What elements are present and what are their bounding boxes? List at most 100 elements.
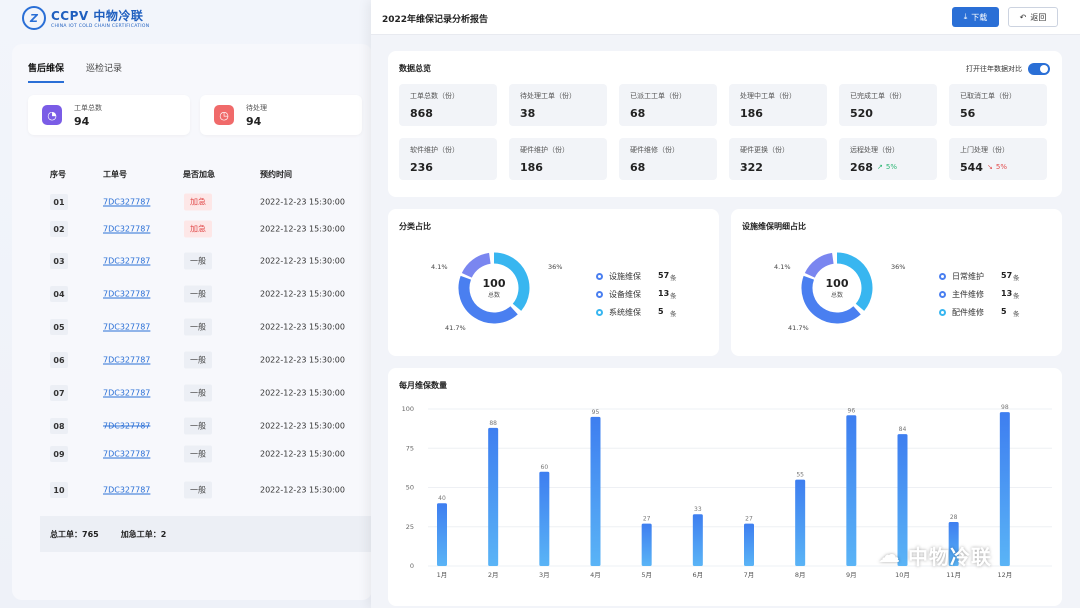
metric-label: 工单总数（份） [410, 92, 459, 100]
tab-after-sales[interactable]: 售后维保 [28, 61, 65, 83]
legend-item: 设施维保 57 条 [596, 271, 696, 283]
bar[interactable] [744, 523, 754, 566]
order-id-link[interactable]: 7DC327787 [103, 355, 151, 365]
tab-bar: 售后维保 巡检记录 [28, 61, 122, 83]
bar[interactable] [948, 522, 959, 566]
legend-unit: 条 [670, 292, 677, 300]
urgency-tag: 一般 [184, 481, 212, 499]
metric-tile: 软件维护（份） 236 [399, 138, 497, 180]
x-tick-label: 5月 [641, 571, 652, 579]
legend-name: 设施维保 [609, 272, 641, 281]
y-tick-label: 25 [406, 523, 414, 531]
legend-item: 系统维保 5 条 [596, 307, 696, 319]
col-urgent: 是否加急 [183, 170, 215, 179]
donut-segment [801, 275, 861, 324]
legend-value: 13 [1001, 289, 1013, 298]
donut-percent-label: 41.7% [445, 324, 466, 332]
card-title: 分类占比 [399, 222, 431, 231]
logo-mark-icon: Z [22, 6, 46, 30]
order-id-link[interactable]: 7DC327787 [103, 224, 151, 234]
bar[interactable] [488, 427, 499, 566]
metric-label: 远程处理（份） [850, 146, 899, 154]
metric-label: 已完成工单（份） [850, 92, 906, 100]
compare-toggle[interactable] [1028, 63, 1050, 75]
y-tick-label: 75 [406, 444, 414, 452]
metric-tile: 处理中工单（份） 186 [729, 84, 827, 126]
metric-value: 322 [740, 161, 763, 174]
urgent-orders-text: 加急工单：2 [120, 529, 167, 539]
legend-item: 日常维护 57 条 [939, 271, 1039, 283]
back-button[interactable]: ↶ 返回 [1008, 7, 1058, 27]
appointment-time: 2022-12-23 15:30:00 [260, 322, 345, 332]
bar-value-label: 40 [438, 495, 446, 502]
urgency-tag: 加急 [184, 220, 212, 238]
donut-percent-label: 4.1% [431, 263, 448, 271]
order-id-link[interactable]: 7DC327787 [103, 256, 151, 266]
x-tick-label: 3月 [539, 571, 550, 579]
bar[interactable] [846, 415, 857, 566]
compare-label: 打开往年数据对比 [966, 65, 1022, 73]
donut-percent-label: 4.1% [774, 263, 791, 271]
x-tick-label: 8月 [795, 571, 806, 579]
tab-inspection[interactable]: 巡检记录 [86, 64, 123, 74]
metric-tile: 远程处理（份） 268 ↗ 5% [839, 138, 937, 180]
bar-value-label: 27 [643, 516, 651, 523]
urgency-tag: 一般 [184, 351, 212, 369]
legend-value: 5 [658, 307, 664, 316]
clock-icon: ◷ [214, 105, 234, 125]
donut-total: 100 [482, 277, 506, 290]
chart-title: 每月维保数量 [399, 381, 447, 390]
order-id-link[interactable]: 7DC327787 [103, 197, 151, 207]
metric-tile: 已取消工单（份） 56 [949, 84, 1047, 126]
order-id-link[interactable]: 7DC327787 [103, 322, 151, 332]
bar[interactable] [590, 416, 601, 566]
bar[interactable] [539, 471, 550, 566]
bar[interactable] [897, 434, 908, 566]
table-row: 03 7DC327787 一般 2022-12-23 15:30:00 [40, 246, 372, 276]
legend-value: 5 [1001, 307, 1007, 316]
metric-label: 已取消工单（份） [960, 92, 1016, 100]
row-index: 03 [50, 253, 68, 269]
urgency-tag: 一般 [184, 285, 212, 303]
order-id-link[interactable]: 7DC327787 [103, 421, 151, 431]
metric-value: 68 [630, 161, 646, 174]
bar[interactable] [641, 523, 652, 566]
donut-total-label: 总数 [487, 292, 500, 299]
appointment-time: 2022-12-23 15:30:00 [260, 355, 345, 365]
download-button[interactable]: ⤓ 下载 [952, 7, 999, 27]
legend-dot-icon [596, 291, 603, 298]
panel-header: 2022年维保记录分析报告 ⤓ 下载 ↶ 返回 [371, 0, 1080, 35]
order-id-link[interactable]: 7DC327787 [103, 289, 151, 299]
table-row: 05 7DC327787 一般 2022-12-23 15:30:00 [40, 312, 372, 342]
trend-value: 5% [995, 163, 1007, 171]
bar[interactable] [692, 514, 703, 566]
bar-value-label: 28 [950, 514, 958, 521]
row-index: 02 [50, 221, 68, 237]
order-id-link[interactable]: 7DC327787 [103, 388, 151, 398]
stat-label: 工单总数 [74, 103, 102, 112]
donut-segment [493, 252, 530, 311]
bar-value-label: 27 [745, 516, 753, 523]
legend-name: 配件维修 [952, 308, 984, 317]
urgency-tag: 加急 [184, 193, 212, 211]
watermark-text: 中物冷联 [908, 545, 992, 569]
table-row: 10 7DC327787 一般 2022-12-23 15:30:00 [40, 475, 372, 505]
legend-unit: 条 [670, 274, 677, 282]
metric-label: 硬件维修（份） [630, 146, 679, 154]
donut-segment [458, 275, 518, 324]
metric-label: 已派工工单（份） [630, 92, 686, 100]
bar[interactable] [795, 479, 806, 566]
metric-value: 56 [960, 107, 976, 120]
donut-percent-label: 36% [548, 263, 563, 271]
donut-percent-label: 36% [891, 263, 906, 271]
x-tick-label: 7月 [744, 571, 755, 579]
bar[interactable] [999, 412, 1010, 566]
stat-label: 待处理 [246, 103, 267, 112]
order-id-link[interactable]: 7DC327787 [103, 485, 151, 495]
x-tick-label: 11月 [946, 571, 961, 579]
work-order-table: 序号 工单号 是否加急 预约时间 01 7DC327787 加急 2022-12-23… [40, 157, 372, 557]
bar[interactable] [437, 503, 447, 566]
metric-value: 236 [410, 161, 433, 174]
trend-up-icon: ↗ [877, 163, 883, 171]
order-id-link[interactable]: 7DC327787 [103, 449, 151, 459]
